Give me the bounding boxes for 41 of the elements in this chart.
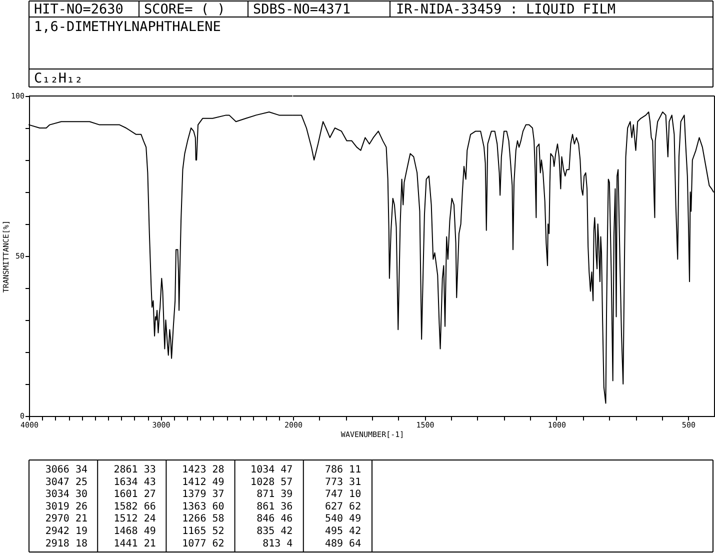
text: 1468 49	[114, 526, 156, 537]
text: 1512 24	[114, 514, 156, 525]
text: 846 46	[256, 514, 293, 525]
text: 3047 25	[45, 476, 88, 488]
text: 1634 43	[114, 476, 156, 488]
text: 2942 19	[45, 526, 88, 537]
text: 1412 49	[182, 476, 224, 488]
text: 3019 26	[45, 501, 88, 512]
text: HIT-NO=2630	[34, 2, 124, 18]
text: 1363 60	[182, 501, 224, 512]
text: 773 31	[324, 476, 362, 488]
text: 786 11	[324, 464, 362, 476]
text: 1379 37	[182, 489, 224, 500]
chart-title: 1,6-DIMETHYLNAPHTHALENE	[34, 19, 221, 35]
text: 871 39	[256, 489, 293, 500]
text: 1423 28	[182, 464, 224, 476]
text: 1028 57	[250, 476, 293, 488]
text: 2970 21	[45, 514, 88, 525]
text: 1077 62	[182, 538, 224, 550]
text: 1266 58	[182, 514, 224, 525]
text: 1582 66	[114, 501, 156, 512]
text: IR-NIDA-33459 : LIQUID FILM	[396, 2, 616, 18]
text: 2861 33	[114, 464, 156, 476]
text: 1165 52	[182, 526, 224, 537]
text: 489 64	[324, 538, 362, 550]
text: SCORE= ( )	[144, 2, 226, 18]
text: 1601 27	[114, 489, 156, 500]
text: 1441 21	[114, 538, 156, 550]
text: 747 10	[324, 489, 362, 500]
text: 3066 34	[45, 464, 88, 476]
text: 1034 47	[250, 464, 293, 476]
text: 835 42	[256, 526, 293, 537]
text: 861 36	[256, 501, 293, 512]
text: 627 62	[324, 501, 362, 512]
text: 540 49	[324, 514, 362, 525]
chart-subtitle: C₁₂H₁₂	[34, 70, 83, 86]
text: SDBS-NO=4371	[253, 2, 351, 18]
text: 3034 30	[45, 489, 88, 500]
text: 813 4	[262, 538, 293, 550]
text: 2918 18	[45, 538, 88, 550]
text: 495 42	[324, 526, 362, 537]
